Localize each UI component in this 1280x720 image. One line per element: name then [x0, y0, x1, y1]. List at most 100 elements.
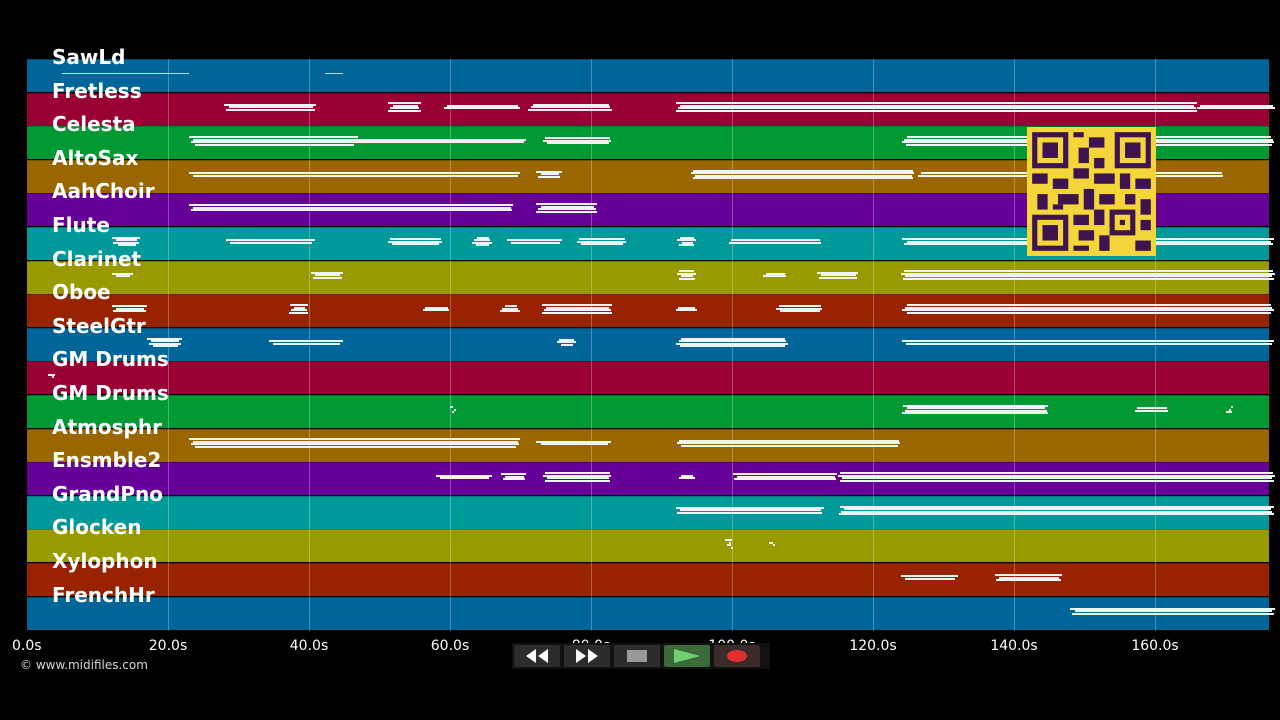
note-segment: [312, 276, 342, 279]
note-segment: [678, 107, 1196, 110]
grid-line: [168, 59, 169, 631]
note-segment: [817, 271, 859, 274]
track-lane: [27, 529, 1269, 563]
note-segment: [532, 103, 609, 106]
note-segment: [581, 243, 624, 246]
track-lane: [27, 596, 1269, 630]
note-segment: [289, 311, 309, 314]
note-segment: [729, 541, 732, 544]
note-segment: [838, 513, 1275, 516]
note-segment: [1199, 104, 1274, 107]
note-segment: [474, 239, 491, 242]
stop-icon: [627, 650, 647, 662]
note-segment: [734, 478, 837, 481]
note-segment: [224, 103, 317, 106]
fast-forward-button[interactable]: [564, 645, 610, 667]
time-tick-label: 40.0s: [289, 638, 329, 654]
note-segment: [678, 477, 695, 479]
note-segment: [1228, 408, 1231, 411]
note-segment: [546, 306, 609, 309]
note-segment: [193, 138, 356, 141]
note-segment: [547, 477, 609, 479]
note-segment: [576, 240, 627, 243]
note-segment: [675, 309, 697, 311]
note-segment: [678, 306, 696, 309]
track-lane: [27, 395, 1269, 428]
grid-line: [1155, 59, 1156, 631]
note-segment: [190, 141, 358, 143]
note-segment: [679, 270, 695, 273]
track-label: FrenchHr: [52, 582, 155, 607]
note-segment: [189, 136, 359, 138]
note-segment: [542, 304, 612, 306]
track-label: AltoSax: [52, 145, 139, 170]
note-segment: [556, 341, 577, 344]
note-segment: [193, 440, 518, 443]
note-segment: [730, 546, 733, 549]
note-segment: [117, 244, 136, 247]
note-segment: [763, 275, 787, 278]
note-segment: [346, 138, 527, 141]
note-segment: [530, 106, 611, 109]
time-tick-label: 160.0s: [1131, 638, 1179, 654]
note-segment: [675, 109, 1198, 112]
track-label: GrandPno: [52, 481, 163, 506]
note-segment: [151, 340, 180, 343]
track-label: AahChoir: [52, 179, 155, 204]
note-segment: [310, 271, 344, 274]
note-segment: [679, 509, 821, 512]
note-segment: [778, 305, 821, 308]
note-segment: [113, 310, 146, 313]
note-segment: [146, 337, 183, 340]
note-segment: [1070, 607, 1275, 610]
note-segment: [499, 310, 521, 313]
note-segment: [446, 104, 519, 107]
note-segment: [501, 473, 527, 476]
qr-code-icon: [1032, 132, 1151, 251]
note-segment: [679, 439, 899, 442]
note-segment: [542, 474, 612, 477]
note-segment: [228, 106, 314, 109]
record-icon: [727, 650, 747, 662]
note-segment: [111, 272, 133, 275]
note-segment: [538, 208, 596, 211]
note-segment: [535, 210, 598, 213]
note-segment: [115, 307, 145, 310]
grid-line: [309, 59, 310, 631]
note-segment: [676, 102, 1197, 105]
note-segment: [769, 541, 774, 544]
track-label: Atmosphr: [52, 414, 162, 439]
note-segment: [289, 304, 308, 306]
note-segment: [544, 309, 611, 311]
note-segment: [226, 239, 315, 242]
note-segment: [839, 479, 1274, 482]
note-segment: [324, 72, 344, 74]
note-segment: [115, 275, 130, 278]
note-segment: [819, 276, 858, 279]
note-segment: [471, 241, 492, 244]
note-segment: [502, 478, 526, 481]
note-segment: [680, 345, 786, 348]
track-label: SteelGtr: [52, 313, 146, 338]
note-segment: [387, 240, 443, 243]
note-segment: [903, 270, 1274, 273]
note-segment: [780, 310, 820, 313]
note-segment: [902, 309, 1275, 311]
note-segment: [680, 104, 1195, 107]
note-segment: [1072, 612, 1274, 615]
note-segment: [540, 173, 559, 176]
note-segment: [692, 177, 914, 180]
note-segment: [676, 272, 696, 275]
note-segment: [843, 508, 1271, 511]
rewind-button[interactable]: [514, 645, 560, 667]
track-label: Ensmble2: [52, 448, 162, 473]
note-segment: [450, 406, 453, 409]
note-segment: [561, 343, 574, 346]
note-segment: [724, 539, 732, 542]
note-segment: [907, 407, 1046, 410]
grid-line: [732, 59, 733, 631]
note-segment: [502, 307, 519, 310]
record-button[interactable]: [714, 645, 760, 667]
stop-button[interactable]: [614, 645, 660, 667]
play-button[interactable]: [664, 645, 710, 667]
